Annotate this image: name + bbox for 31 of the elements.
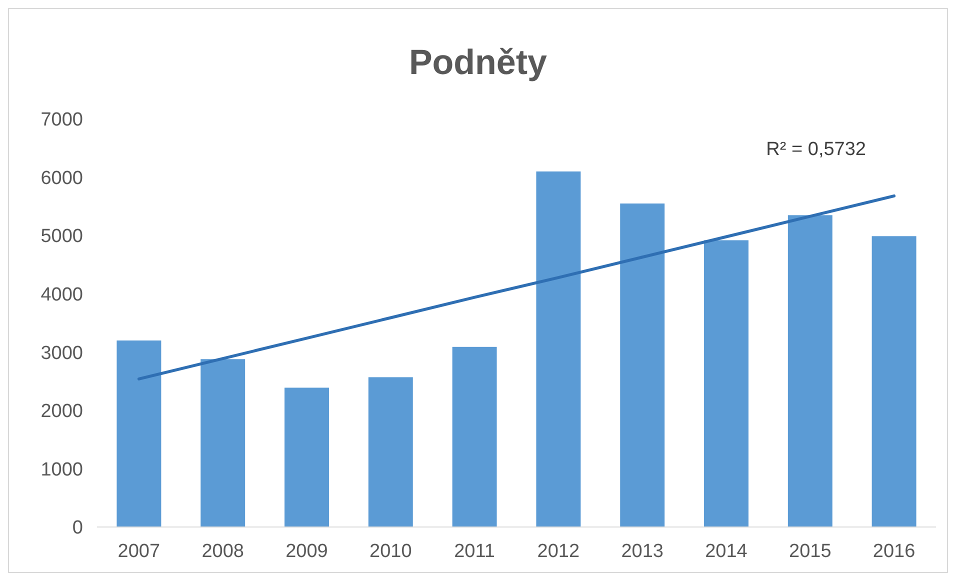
y-tick-label: 7000 [40,110,83,131]
y-tick-label: 1000 [40,459,83,480]
x-tick-label: 2015 [789,541,832,562]
y-tick-label: 6000 [40,168,83,189]
annotation: R² = 0,5732 [766,139,866,160]
chart-title: Podněty [408,43,548,82]
x-tick-label: 2013 [621,541,664,562]
y-tick-label: 4000 [40,284,83,306]
bar [284,388,329,527]
x-tick-label: 2014 [705,541,748,562]
bar [452,346,497,527]
x-tick-label: 2007 [118,541,160,562]
bar [620,204,665,527]
line-series [137,194,896,380]
x-tick-label: 2012 [537,541,580,562]
bar [200,359,246,527]
y-tick-label: 2000 [40,401,83,422]
bar [788,215,832,527]
x-tick-label: 2011 [454,541,495,562]
bar [704,240,748,527]
bar [116,340,162,527]
x-tick-label: 2009 [286,541,328,562]
y-tick-label: 3000 [40,342,83,364]
bar [536,171,581,527]
bar [872,236,916,527]
x-tick-label: 2008 [202,541,244,562]
bar [368,377,413,527]
x-tick-label: 2016 [872,541,916,562]
y-tick-label: 5000 [40,226,83,248]
y-tick-label: 0 [72,518,83,539]
x-tick-label: 2010 [370,541,412,562]
